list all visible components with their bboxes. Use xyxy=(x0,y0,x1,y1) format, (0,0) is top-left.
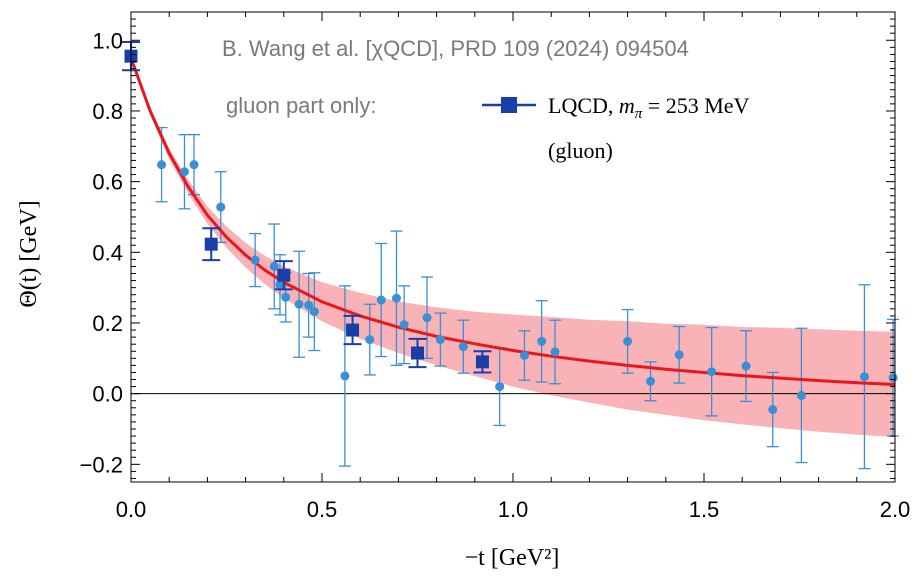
legend-marker-square xyxy=(501,97,517,113)
circle-marker xyxy=(458,342,468,352)
circle-marker xyxy=(674,350,684,360)
circle-marker xyxy=(391,293,401,303)
circle-marker xyxy=(294,299,304,309)
circle-marker xyxy=(399,320,409,330)
circle-marker xyxy=(269,261,279,271)
y-tick-label: 1.0 xyxy=(92,28,123,53)
gluon-note-annotation: gluon part only: xyxy=(226,93,376,118)
y-tick-label: 0.4 xyxy=(92,240,123,265)
points-layer xyxy=(122,41,898,415)
legend-label-line2: (gluon) xyxy=(548,138,613,163)
legend-label-mass: m xyxy=(619,93,635,118)
reference-annotation: B. Wang et al. [χQCD], PRD 109 (2024) 09… xyxy=(222,36,689,61)
ticks-layer: 0.0 0.5 1.0 1.5 2.0 −0.2 0.0 0.2 0.4 0.6 0.8 1.0 xyxy=(80,11,911,522)
legend-label: LQCD, mπ = 253 MeV xyxy=(548,93,750,122)
circle-marker xyxy=(304,300,314,310)
x-tick-label: 0.0 xyxy=(116,497,147,522)
y-tick-label: 0.8 xyxy=(92,99,123,124)
fit-curve-layer xyxy=(129,57,896,386)
y-tick-label: 0.2 xyxy=(92,311,123,336)
circle-marker xyxy=(189,160,199,170)
circle-marker xyxy=(741,361,751,371)
lqcd-point-5 xyxy=(473,350,492,374)
square-marker xyxy=(475,355,489,369)
circle-marker xyxy=(250,255,260,265)
circle-marker xyxy=(340,371,350,381)
legend-label-lqcd: LQCD, xyxy=(548,93,619,118)
x-tick-label: 1.5 xyxy=(689,497,720,522)
x-axis-label: −t [GeV²] xyxy=(465,545,560,571)
y-tick-label: 0.0 xyxy=(92,382,123,407)
y-tick-label: 0.6 xyxy=(92,170,123,195)
circle-marker xyxy=(859,372,869,382)
circle-marker xyxy=(309,307,319,317)
circle-marker xyxy=(365,335,375,345)
legend-label-value: = 253 MeV xyxy=(642,93,749,118)
circle-marker xyxy=(519,350,529,360)
circle-marker xyxy=(623,336,633,346)
fit-uncertainty-band xyxy=(131,57,895,438)
square-marker xyxy=(346,323,360,337)
x-tick-label: 0.5 xyxy=(307,497,338,522)
circle-marker xyxy=(216,202,226,212)
circle-marker xyxy=(707,367,717,377)
circle-marker xyxy=(646,376,656,386)
fit-band-layer xyxy=(131,57,895,438)
square-marker xyxy=(277,268,291,282)
y-tick-label: −0.2 xyxy=(80,452,123,477)
circle-marker xyxy=(275,280,285,290)
lqcd-point-1 xyxy=(202,227,221,262)
square-marker xyxy=(411,346,424,360)
circle-marker xyxy=(281,292,291,302)
fit-curve xyxy=(129,57,896,386)
lqcd-point-3 xyxy=(343,314,362,346)
circle-marker xyxy=(495,382,505,392)
circle-marker xyxy=(537,336,547,346)
lqcd-point-4 xyxy=(408,337,427,369)
circle-marker xyxy=(435,335,445,345)
circle-marker xyxy=(157,160,167,170)
circle-marker xyxy=(376,295,386,305)
legend-label-subscript: π xyxy=(635,106,643,122)
y-axis-label: Θ(t) [GeV] xyxy=(16,200,42,307)
circle-marker xyxy=(796,390,806,400)
circle-marker xyxy=(550,347,560,357)
x-tick-label: 2.0 xyxy=(880,497,911,522)
legend: LQCD, mπ = 253 MeV (gluon) xyxy=(482,93,750,163)
circle-marker xyxy=(888,373,898,383)
circle-marker xyxy=(768,405,778,415)
square-marker xyxy=(204,237,218,251)
lqcd-point-2 xyxy=(274,260,293,291)
circle-marker xyxy=(422,313,432,323)
circle-marker xyxy=(179,167,189,177)
x-tick-label: 1.0 xyxy=(498,497,529,522)
